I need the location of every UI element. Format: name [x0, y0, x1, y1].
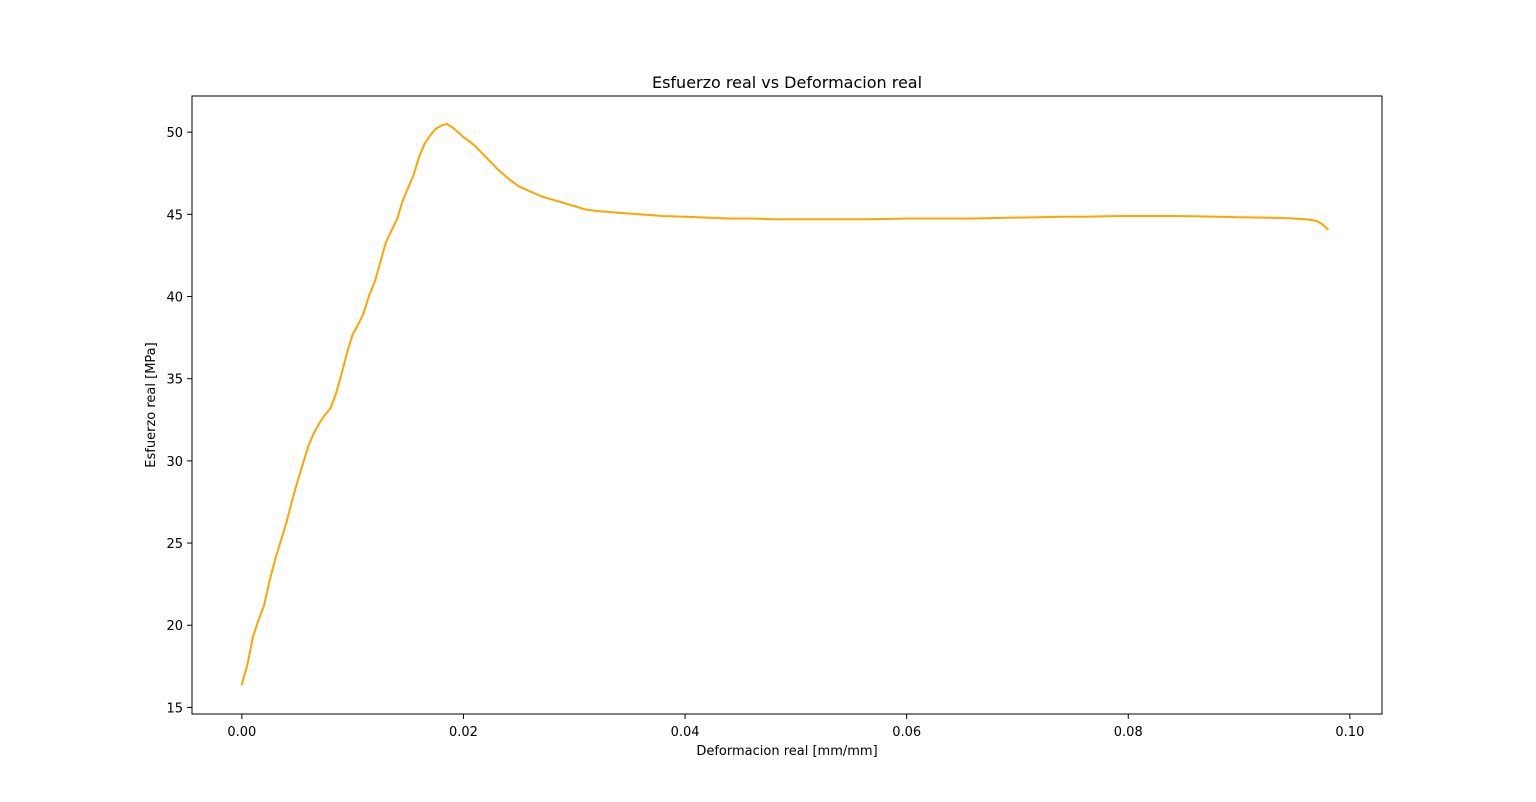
- y-tick-label: 40: [166, 291, 183, 306]
- x-axis-label: Deformacion real [mm/mm]: [696, 744, 877, 759]
- y-axis-ticks: 15 20 25 30 35 40 45 50: [166, 126, 192, 716]
- series-line: [240, 122, 1330, 686]
- y-tick-label: 45: [166, 208, 183, 223]
- y-tick-label: 25: [166, 537, 183, 552]
- x-tick-label: 0.00: [227, 725, 256, 740]
- y-tick-label: 30: [166, 455, 183, 470]
- x-axis-ticks: 0.00 0.02 0.04 0.06 0.08 0.10: [227, 714, 1364, 740]
- chart-title: Esfuerzo real vs Deformacion real: [652, 73, 922, 92]
- y-tick-label: 50: [166, 126, 183, 141]
- x-tick-label: 0.06: [892, 725, 921, 740]
- plot-area: [191, 95, 1383, 715]
- x-tick-label: 0.04: [671, 725, 700, 740]
- x-tick-label: 0.02: [449, 725, 478, 740]
- y-axis-label: Esfuerzo real [MPa]: [144, 342, 159, 467]
- series-layer: [240, 122, 1330, 686]
- plot-frame: [191, 95, 1383, 715]
- y-tick-label: 15: [166, 701, 183, 716]
- y-tick-label: 20: [166, 619, 183, 634]
- x-tick-label: 0.10: [1335, 725, 1364, 740]
- x-tick-label: 0.08: [1114, 725, 1143, 740]
- y-tick-label: 35: [166, 373, 183, 388]
